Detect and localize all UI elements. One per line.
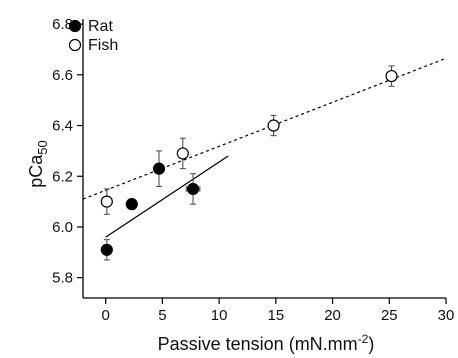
data-point-fish (176, 147, 189, 160)
data-point-rat (152, 162, 166, 175)
y-tick-label: 6.2 (52, 168, 73, 185)
y-tick-label: 6.0 (52, 219, 73, 236)
y-axis-title-sub: 50 (35, 140, 50, 154)
data-point-fish (267, 119, 280, 132)
fit-line-fish (82, 57, 447, 200)
legend-marker-fish (68, 38, 82, 52)
x-axis-title: Passive tension (mN.mm-2) (158, 332, 375, 354)
data-point-rat (100, 243, 113, 256)
y-axis-title-main: pCa (26, 154, 46, 188)
data-point-rat (125, 198, 138, 211)
x-axis-title-sup: -2 (358, 332, 369, 346)
legend-label-rat: Rat (88, 18, 113, 35)
y-axis-title: pCa50 (26, 140, 50, 188)
error-bars (103, 65, 395, 261)
data-point-fish (385, 69, 398, 83)
x-tick-label: 25 (381, 307, 398, 324)
x-tick-label: 10 (211, 307, 228, 324)
legend-marker-rat (68, 19, 82, 33)
x-tick-label: 15 (268, 307, 285, 324)
x-tick-label: 0 (102, 307, 110, 324)
x-tick-label: 5 (158, 307, 166, 324)
x-axis-title-main: Passive tension (mN.mm (158, 334, 358, 354)
fit-line-rat (105, 155, 229, 238)
legend-label-fish: Fish (88, 37, 118, 54)
fit-lines (82, 57, 447, 238)
x-axis-title-end: ) (368, 334, 374, 354)
x-tick-label: 20 (324, 307, 341, 324)
y-tick-label: 5.8 (52, 270, 73, 287)
y-tick-label: 6.4 (52, 118, 73, 135)
data-point-rat (186, 182, 200, 196)
data-points (100, 69, 398, 256)
y-tick-label: 6.6 (52, 67, 73, 84)
plot-axes (77, 19, 447, 304)
y-tick-label: 6.8 (52, 16, 73, 33)
x-tick-label: 30 (438, 307, 455, 324)
tick-labels: 5.8 6.0 6.2 6.4 6.6 6.8 0 5 10 15 20 25 30 (52, 16, 454, 324)
legend: Rat Fish (68, 18, 118, 54)
data-point-fish (100, 195, 113, 208)
